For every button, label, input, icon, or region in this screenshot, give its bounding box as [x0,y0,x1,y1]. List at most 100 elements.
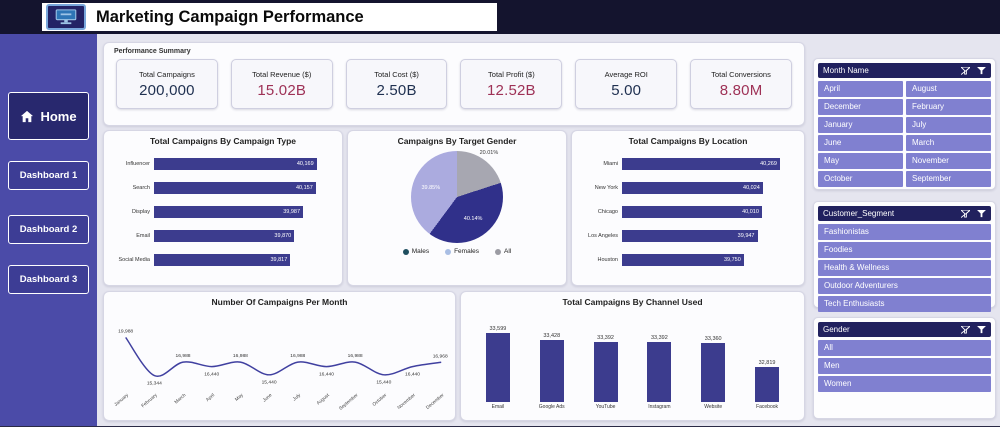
bar-value-label: 40,269 [760,161,777,167]
slicer-item-december[interactable]: December [818,99,903,115]
legend-item[interactable]: Females [445,248,479,255]
clear-filter-icon[interactable] [961,325,970,334]
filter-icon[interactable] [977,66,986,75]
bar[interactable] [701,343,726,402]
slicer-item-men[interactable]: Men [818,358,991,374]
slicer-icons [961,66,986,75]
bar-value-label: 32,819 [758,360,776,366]
bar-value-label: 40,010 [742,209,759,215]
bar-track: 40,157 [154,182,334,194]
slicer-item-fashionistas[interactable]: Fashionistas [818,224,991,240]
bar-column: 32,819 Facebook [743,360,791,411]
month-axis-label: August [316,392,331,406]
slicer-item-august[interactable]: August [906,81,991,97]
slicer-item-june[interactable]: June [818,135,903,151]
bar[interactable]: 39,870 [154,230,295,242]
slicer-header: Gender [818,322,991,337]
legend-label: Females [454,248,480,255]
kpi-row: Total Campaigns 200,000 Total Revenue ($… [112,59,796,109]
home-button[interactable]: Home [8,92,89,140]
kpi-label: Average ROI [604,69,648,79]
bar-value-label: 39,870 [274,233,292,239]
clear-filter-icon[interactable] [961,209,970,218]
bar-category-label: Houston [597,256,619,263]
channel-column-chart: 33,599 Email 33,428 Google Ads 33,392 YouTube… [461,309,804,413]
bar[interactable]: 40,269 [622,158,780,170]
line-data-label: 15,344 [147,380,162,386]
clear-filter-icon[interactable] [961,66,970,75]
bar[interactable]: 40,024 [622,182,763,194]
legend-item[interactable]: All [495,248,511,255]
slicer-item-november[interactable]: November [906,153,991,169]
dashboard-1-button[interactable]: Dashboard 1 [8,161,89,190]
bar-value-label: 39,817 [270,257,288,263]
filter-icon[interactable] [977,325,986,334]
slicer-item-january[interactable]: January [818,117,903,133]
dashboard-3-label: Dashboard 3 [19,274,78,285]
line-data-label: 15,440 [262,380,277,386]
pie-slice-label: 20.01% [479,150,499,157]
slicer-item-health-wellness[interactable]: Health & Wellness [818,260,991,276]
month-axis-label: March [173,392,187,404]
slicer-item-list: Fashionistas Foodies Health & Wellness O… [818,224,991,312]
bar-value-label: 33,599 [489,326,507,332]
bar[interactable] [593,342,618,402]
bar-value-label: 40,157 [295,185,313,191]
bar-category-label: Email [136,232,150,239]
bar-row: Influencer 40,169 [104,152,342,176]
kpi-value: 8.80M [719,81,763,99]
slicer-item-all[interactable]: All [818,340,991,356]
bar-track: 40,169 [154,158,334,170]
slicer-item-foodies[interactable]: Foodies [818,242,991,258]
bar[interactable]: 40,010 [622,206,762,218]
month-axis-label: July [292,392,302,402]
slicer-item-tech-enthusiasts[interactable]: Tech Enthusiasts [818,296,991,312]
slicer-item-may[interactable]: May [818,153,903,169]
month-axis-label: February [140,392,158,408]
performance-summary-panel: Performance Summary Total Campaigns 200,… [103,42,805,126]
slicer-item-october[interactable]: October [818,171,903,187]
slicer-item-outdoor-adventurers[interactable]: Outdoor Adventurers [818,278,991,294]
bar[interactable] [647,342,672,402]
bar[interactable]: 39,947 [622,230,758,242]
line-chart-svg: 19,988 January 15,344 February 16,988 March 16… [113,329,448,412]
slicer-item-july[interactable]: July [906,117,991,133]
slicer-item-women[interactable]: Women [818,376,991,392]
kpi-label: Total Revenue ($) [252,69,312,79]
bar-category-label: Search [132,184,150,191]
app-logo-icon [46,4,86,30]
bar-track: 39,750 [622,254,796,266]
bar[interactable] [539,340,564,402]
bar-value-label: 33,360 [704,336,722,342]
dashboard-3-button[interactable]: Dashboard 3 [8,265,89,294]
line-series[interactable] [125,336,442,377]
bar[interactable]: 40,169 [154,158,317,170]
dashboard-2-button[interactable]: Dashboard 2 [8,215,89,244]
pie[interactable] [411,151,503,243]
legend-dot [445,248,452,255]
dashboard-1-label: Dashboard 1 [19,170,78,181]
bar[interactable] [755,367,780,402]
bar[interactable]: 39,750 [622,254,744,266]
bar[interactable] [485,333,510,402]
bar[interactable]: 40,157 [154,182,316,194]
slicer-item-list: April August December February January J… [818,81,991,187]
bar-column: 33,360 Website [689,336,737,411]
location-chart-card: Total Campaigns By Location Miami 40,269 N… [571,130,805,286]
bar[interactable]: 39,987 [154,206,304,218]
legend-item[interactable]: Males [402,248,429,255]
bar[interactable]: 39,817 [154,254,291,266]
month-axis-label: November [396,392,416,410]
line-data-label: 16,968 [433,353,448,359]
filter-icon[interactable] [977,209,986,218]
bar-row: Houston 39,750 [572,248,804,272]
slicer-item-march[interactable]: March [906,135,991,151]
slicer-item-april[interactable]: April [818,81,903,97]
line-data-label: 16,988 [290,353,305,359]
bar-category-label: Website [704,404,723,410]
slicer-item-february[interactable]: February [906,99,991,115]
line-data-label: 16,440 [405,371,420,377]
slicer-header: Customer_Segment [818,206,991,221]
slicer-item-september[interactable]: September [906,171,991,187]
